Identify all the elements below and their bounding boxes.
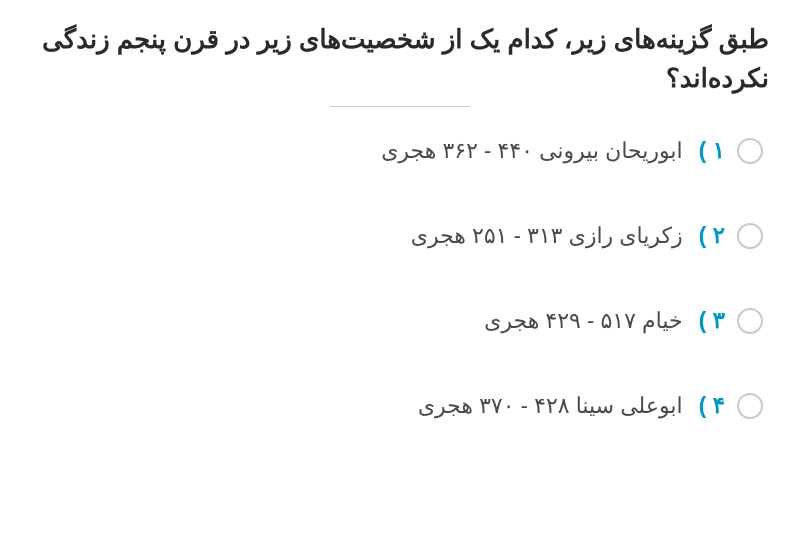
option-row[interactable]: ۱ ) ابوریحان بیرونی ۴۴۰ - ۳۶۲ هجری [30, 137, 763, 164]
option-row[interactable]: ۴ ) ابوعلی سینا ۴۲۸ - ۳۷۰ هجری [30, 392, 763, 419]
radio-icon[interactable] [737, 223, 763, 249]
option-text: زکریای رازی ۳۱۳ - ۲۵۱ هجری [411, 223, 683, 249]
option-number: ۳ ) [699, 307, 725, 334]
option-number: ۴ ) [699, 392, 725, 419]
options-list: ۱ ) ابوریحان بیرونی ۴۴۰ - ۳۶۲ هجری ۲ ) ز… [30, 137, 769, 419]
question-title: طبق گزینه‌های زیر، کدام یک از شخصیت‌های … [30, 20, 769, 98]
radio-icon[interactable] [737, 308, 763, 334]
radio-icon[interactable] [737, 138, 763, 164]
option-row[interactable]: ۳ ) خیام ۵۱۷ - ۴۲۹ هجری [30, 307, 763, 334]
option-row[interactable]: ۲ ) زکریای رازی ۳۱۳ - ۲۵۱ هجری [30, 222, 763, 249]
radio-icon[interactable] [737, 393, 763, 419]
option-text: خیام ۵۱۷ - ۴۲۹ هجری [484, 308, 682, 334]
option-number: ۱ ) [699, 137, 725, 164]
divider [330, 106, 470, 107]
option-number: ۲ ) [699, 222, 725, 249]
option-text: ابوریحان بیرونی ۴۴۰ - ۳۶۲ هجری [381, 138, 682, 164]
option-text: ابوعلی سینا ۴۲۸ - ۳۷۰ هجری [418, 393, 683, 419]
